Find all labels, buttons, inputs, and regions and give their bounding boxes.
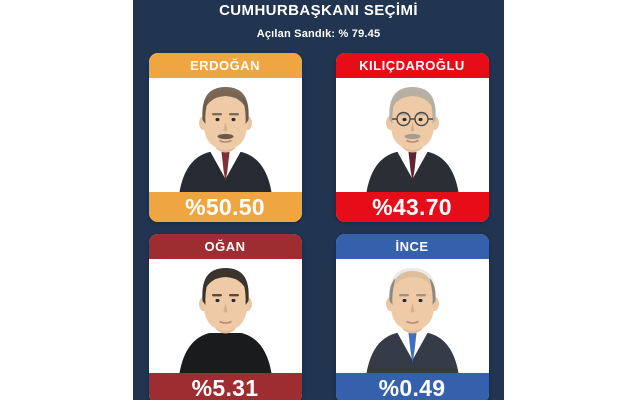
ballot-progress-label: Açılan Sandık: % 79.45 xyxy=(256,28,381,41)
candidate-card: İNCE xyxy=(335,234,489,400)
candidate-percentage: %5.31 xyxy=(148,373,302,400)
candidate-portrait-image xyxy=(352,78,472,193)
candidate-name: OĞAN xyxy=(148,234,302,260)
candidate-card: ERDOĞAN xyxy=(148,53,302,223)
candidate-name: KILIÇDAROĞLU xyxy=(335,53,489,79)
candidate-name: İNCE xyxy=(335,234,489,260)
candidate-portrait-image xyxy=(352,259,472,374)
candidate-card: KILIÇDAROĞLU xyxy=(335,53,489,223)
page-title: CUMHURBAŞKANI SEÇİMİ xyxy=(219,2,418,19)
candidate-photo xyxy=(148,78,302,193)
candidate-name: ERDOĞAN xyxy=(148,53,302,79)
candidate-photo xyxy=(335,259,489,374)
candidate-percentage: %43.70 xyxy=(335,192,489,223)
candidate-card: OĞAN xyxy=(148,234,302,400)
candidate-percentage: %50.50 xyxy=(148,192,302,223)
results-panel: CUMHURBAŞKANI SEÇİMİ Açılan Sandık: % 79… xyxy=(133,0,504,400)
candidate-portrait-image xyxy=(165,259,285,374)
candidate-photo xyxy=(335,78,489,193)
candidate-portrait-image xyxy=(165,78,285,193)
candidates-grid: ERDOĞAN xyxy=(133,53,504,400)
candidate-photo xyxy=(148,259,302,374)
candidate-percentage: %0.49 xyxy=(335,373,489,400)
